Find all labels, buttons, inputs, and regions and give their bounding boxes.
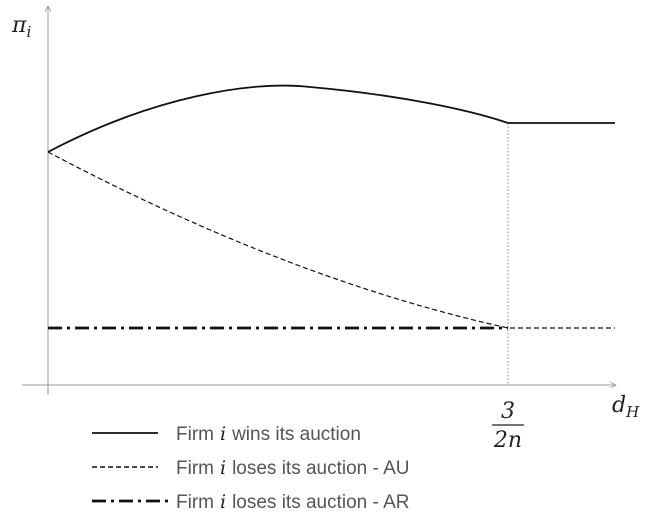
legend-rest: loses its auction - AU [232,458,409,479]
x-axis-label: dH [612,393,640,421]
legend-rest: wins its auction [231,424,361,445]
tick-numerator: 3 [501,399,515,424]
legend-text: Firm [176,424,214,445]
legend-var: i [220,491,226,513]
legend-text: Firm [176,458,214,479]
legend-label: Firm i loses its auction - AR [176,491,409,513]
au-curve [47,151,615,329]
legend-var: i [220,423,226,445]
legend-label: Firm i wins its auction [176,423,361,445]
tick-denominator: 2n [493,428,522,453]
legend-rest: loses its auction - AR [232,492,409,513]
legend-var: i [220,457,226,479]
wins-curve [47,84,615,153]
legend-label: Firm i loses its auction - AU [176,457,409,479]
y-axis-label: πi [11,13,31,41]
legend-text: Firm [176,492,214,513]
